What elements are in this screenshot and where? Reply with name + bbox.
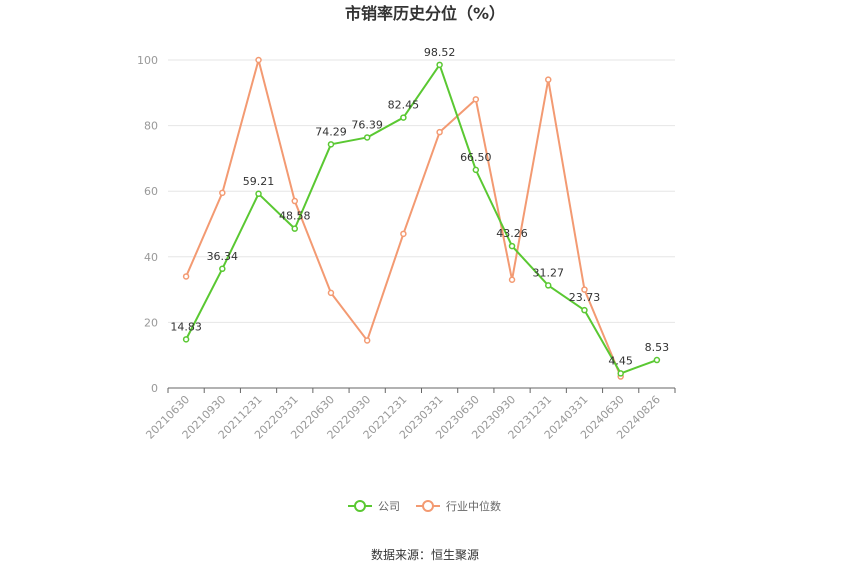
data-point-industry (508, 276, 516, 284)
data-label: 48.58 (279, 210, 311, 223)
data-label: 23.73 (569, 291, 601, 304)
source-note: 数据来源：恒生聚源 (371, 547, 479, 562)
legend-item-industry: 行业中位数 (416, 499, 501, 513)
data-point-company (327, 141, 335, 148)
data-label: 31.27 (533, 266, 565, 279)
data-point-industry (472, 96, 480, 103)
series-line-company (185, 63, 658, 375)
data-point-company (182, 336, 190, 343)
legend-label: 行业中位数 (446, 499, 501, 513)
data-point-industry (545, 76, 552, 83)
y-tick-label: 0 (151, 382, 158, 395)
data-label: 98.52 (424, 46, 456, 59)
series-layer (182, 56, 661, 380)
data-point-company (472, 166, 480, 174)
legend: 公司 行业中位数 (348, 499, 501, 513)
y-tick-label: 100 (137, 54, 158, 67)
legend-item-company: 公司 (348, 500, 400, 513)
legend-label: 公司 (378, 500, 400, 513)
data-point-industry (581, 286, 588, 293)
data-label: 76.39 (351, 118, 383, 131)
data-label: 59.21 (243, 175, 275, 188)
data-point-company (581, 306, 588, 314)
legend-marker (422, 500, 434, 512)
chart-title: 市销率历史分位（%） (345, 4, 505, 23)
data-point-company (291, 225, 298, 232)
data-point-company (219, 265, 226, 273)
legend-marker (354, 500, 366, 512)
y-tick-label: 40 (144, 251, 158, 264)
data-point-industry (182, 273, 190, 280)
data-point-industry (436, 128, 443, 136)
data-point-industry (255, 56, 262, 64)
y-tick-label: 80 (144, 120, 158, 133)
data-point-industry (327, 289, 335, 297)
data-label: 8.53 (645, 341, 670, 354)
data-point-industry (363, 337, 371, 344)
data-label: 82.45 (388, 99, 420, 112)
data-point-company (617, 370, 624, 377)
data-point-company (545, 282, 552, 289)
y-tick-label: 60 (144, 185, 158, 198)
data-label: 66.50 (460, 151, 492, 164)
data-point-industry (219, 189, 226, 197)
data-point-company (363, 134, 371, 141)
data-point-company (436, 61, 443, 69)
data-labels: 14.83 36.34 59.21 48.58 74.29 76.39 82.45 98.52… (170, 46, 669, 368)
data-label: 43.26 (496, 227, 528, 240)
data-point-industry (400, 230, 407, 238)
y-tick-label: 20 (144, 316, 158, 329)
data-point-company (255, 190, 262, 198)
data-label: 36.34 (207, 250, 239, 263)
data-point-company (508, 242, 516, 250)
data-label: 74.29 (315, 125, 347, 138)
data-point-company (400, 114, 407, 121)
data-label: 4.45 (608, 354, 633, 367)
grid (168, 59, 675, 323)
data-point-company (653, 356, 661, 364)
data-point-industry (291, 197, 298, 205)
data-label: 14.83 (170, 320, 202, 333)
